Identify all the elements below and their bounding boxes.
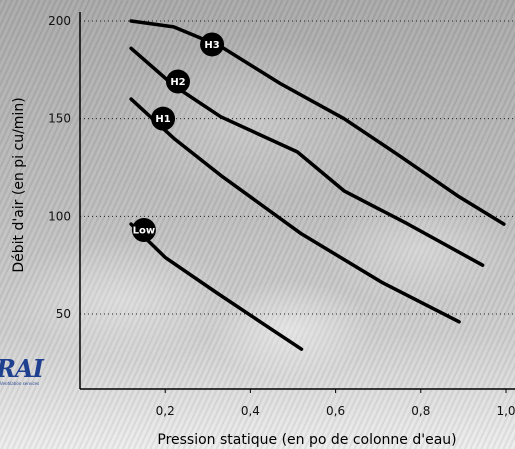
brand-logo: RAI Ventilation services bbox=[0, 357, 60, 387]
x-tick-label: 0,4 bbox=[241, 404, 260, 418]
logo-tagline: Ventilation services bbox=[0, 381, 40, 386]
series-badge-h3: H3 bbox=[200, 32, 225, 57]
badge-label: H2 bbox=[170, 77, 185, 88]
y-tick-label-50: 50 bbox=[56, 307, 71, 321]
x-tick-label: 1,0 bbox=[496, 404, 515, 418]
badge-circle bbox=[151, 106, 176, 131]
x-tick-label: 0,6 bbox=[326, 404, 345, 418]
series-line-h1 bbox=[129, 97, 461, 324]
y-tick-label-150: 150 bbox=[48, 112, 71, 126]
y-tick-label-200: 200 bbox=[48, 14, 71, 28]
series-line-h3 bbox=[129, 19, 506, 226]
badge-circle bbox=[165, 69, 190, 94]
grid-layer bbox=[80, 20, 515, 315]
x-tick-label: 0,8 bbox=[411, 404, 430, 418]
x-axis-title: Pression statique (en po de colonne d'ea… bbox=[157, 432, 456, 448]
x-tick-labels: 0,2 0,4 0,6 0,8 1,0 bbox=[156, 389, 515, 418]
badge-label: H3 bbox=[204, 40, 219, 51]
series-line-low bbox=[129, 222, 304, 351]
series-badge-h1: H1 bbox=[151, 106, 176, 131]
series-layer bbox=[129, 19, 506, 351]
badge-label: H1 bbox=[155, 114, 170, 125]
logo-text: RAI bbox=[0, 354, 44, 383]
badge-label: Low bbox=[133, 226, 155, 237]
badge-circle bbox=[131, 218, 156, 243]
y-tick-label-100: 100 bbox=[48, 209, 71, 223]
axes-layer bbox=[79, 12, 515, 390]
series-badges: H3 H2 H1 Low bbox=[131, 32, 225, 243]
series-badge-low: Low bbox=[131, 218, 156, 243]
series-badge-h2: H2 bbox=[165, 69, 190, 94]
badge-circle bbox=[200, 32, 225, 57]
y-axis-title: Débit d'air (en pi cu/min) bbox=[11, 97, 27, 272]
y-tick-labels: 50 100 150 200 bbox=[48, 14, 71, 321]
x-tick-label: 0,2 bbox=[156, 404, 175, 418]
